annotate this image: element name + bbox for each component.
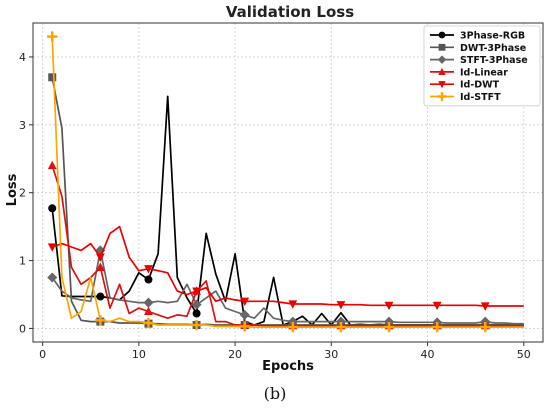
legend-marker — [438, 43, 446, 51]
data-point — [383, 321, 395, 333]
x-tick-label: 50 — [517, 348, 531, 361]
y-tick-label: 2 — [19, 187, 26, 200]
series-id-linear — [47, 160, 524, 330]
data-point — [95, 253, 105, 262]
y-tick-label: 1 — [19, 255, 26, 268]
grid — [33, 23, 543, 342]
data-point — [192, 309, 201, 318]
data-point — [47, 31, 58, 42]
data-point — [96, 292, 105, 301]
legend-marker — [438, 81, 446, 89]
y-tick-label: 0 — [19, 322, 26, 335]
x-axis-label: Epochs — [262, 359, 314, 374]
figure-caption: (b) — [263, 384, 287, 403]
legend-marker — [438, 67, 446, 75]
data-point — [431, 321, 443, 333]
legend: 3Phase-RGBDWT-3PhaseSTFT-3PhaseId-Linear… — [423, 25, 541, 107]
legend-entry: Id-DWT — [430, 80, 500, 91]
legend-label: STFT-3Phase — [460, 55, 528, 66]
data-point — [48, 204, 57, 213]
y-tick-label: 4 — [19, 51, 26, 64]
data-point — [288, 300, 298, 309]
legend-box — [423, 25, 541, 107]
data-point — [47, 160, 57, 170]
data-point — [287, 321, 299, 333]
data-point — [239, 321, 250, 332]
data-point — [143, 317, 154, 329]
legend-marker — [437, 55, 447, 64]
legend-label: Id-DWT — [460, 80, 500, 91]
x-tick-label: 0 — [39, 348, 46, 361]
x-tick-label: 40 — [421, 348, 435, 361]
legend-entry: Id-STFT — [430, 92, 501, 103]
series-id-dwt — [47, 225, 524, 311]
data-point — [240, 297, 250, 307]
data-point — [192, 287, 201, 296]
legend-label: Id-Linear — [460, 67, 508, 78]
series-layer — [47, 31, 524, 333]
x-tick-label: 10 — [132, 348, 146, 361]
series-line — [51, 249, 524, 325]
data-point — [191, 319, 202, 331]
legend-marker — [438, 31, 446, 39]
legend-label: 3Phase-RGB — [460, 31, 525, 42]
legend-label: DWT-3Phase — [460, 43, 526, 54]
data-point — [47, 272, 58, 283]
data-point — [144, 275, 153, 284]
x-tick-label: 20 — [228, 348, 242, 361]
data-point — [432, 301, 442, 311]
data-point — [144, 306, 153, 316]
series-line — [51, 77, 524, 326]
legend-entry: Id-Linear — [430, 67, 508, 78]
data-point — [335, 321, 347, 333]
data-point — [239, 309, 250, 320]
data-point — [47, 243, 57, 252]
legend-entry: DWT-3Phase — [430, 43, 526, 54]
data-point — [480, 302, 490, 311]
legend-label: Id-STFT — [460, 92, 501, 103]
series-line — [51, 95, 524, 326]
series-line — [51, 165, 524, 327]
series-line — [51, 225, 524, 307]
ticks: 0 10 20 30 40 50 0 1 2 3 4 — [19, 51, 531, 361]
legend-marker — [437, 92, 447, 101]
plot-frame — [32, 22, 544, 343]
data-point — [95, 262, 105, 271]
y-axis-label: Loss — [5, 173, 20, 206]
data-point — [143, 297, 154, 308]
chart-title: Validation Loss — [226, 3, 354, 21]
data-point — [384, 301, 394, 311]
x-tick-label: 30 — [324, 348, 338, 361]
data-point — [480, 321, 491, 333]
data-point — [336, 301, 346, 310]
legend-entry: 3Phase-RGB — [430, 31, 525, 42]
data-point — [191, 299, 202, 310]
series-3phase-rgb — [48, 95, 524, 326]
data-point — [48, 73, 57, 82]
legend-entry: STFT-3Phase — [430, 55, 528, 66]
data-point — [95, 315, 106, 326]
series-id-stft — [47, 31, 524, 333]
y-tick-label: 3 — [19, 119, 26, 132]
series-dwt-3phase — [48, 73, 524, 330]
data-point — [144, 265, 153, 274]
